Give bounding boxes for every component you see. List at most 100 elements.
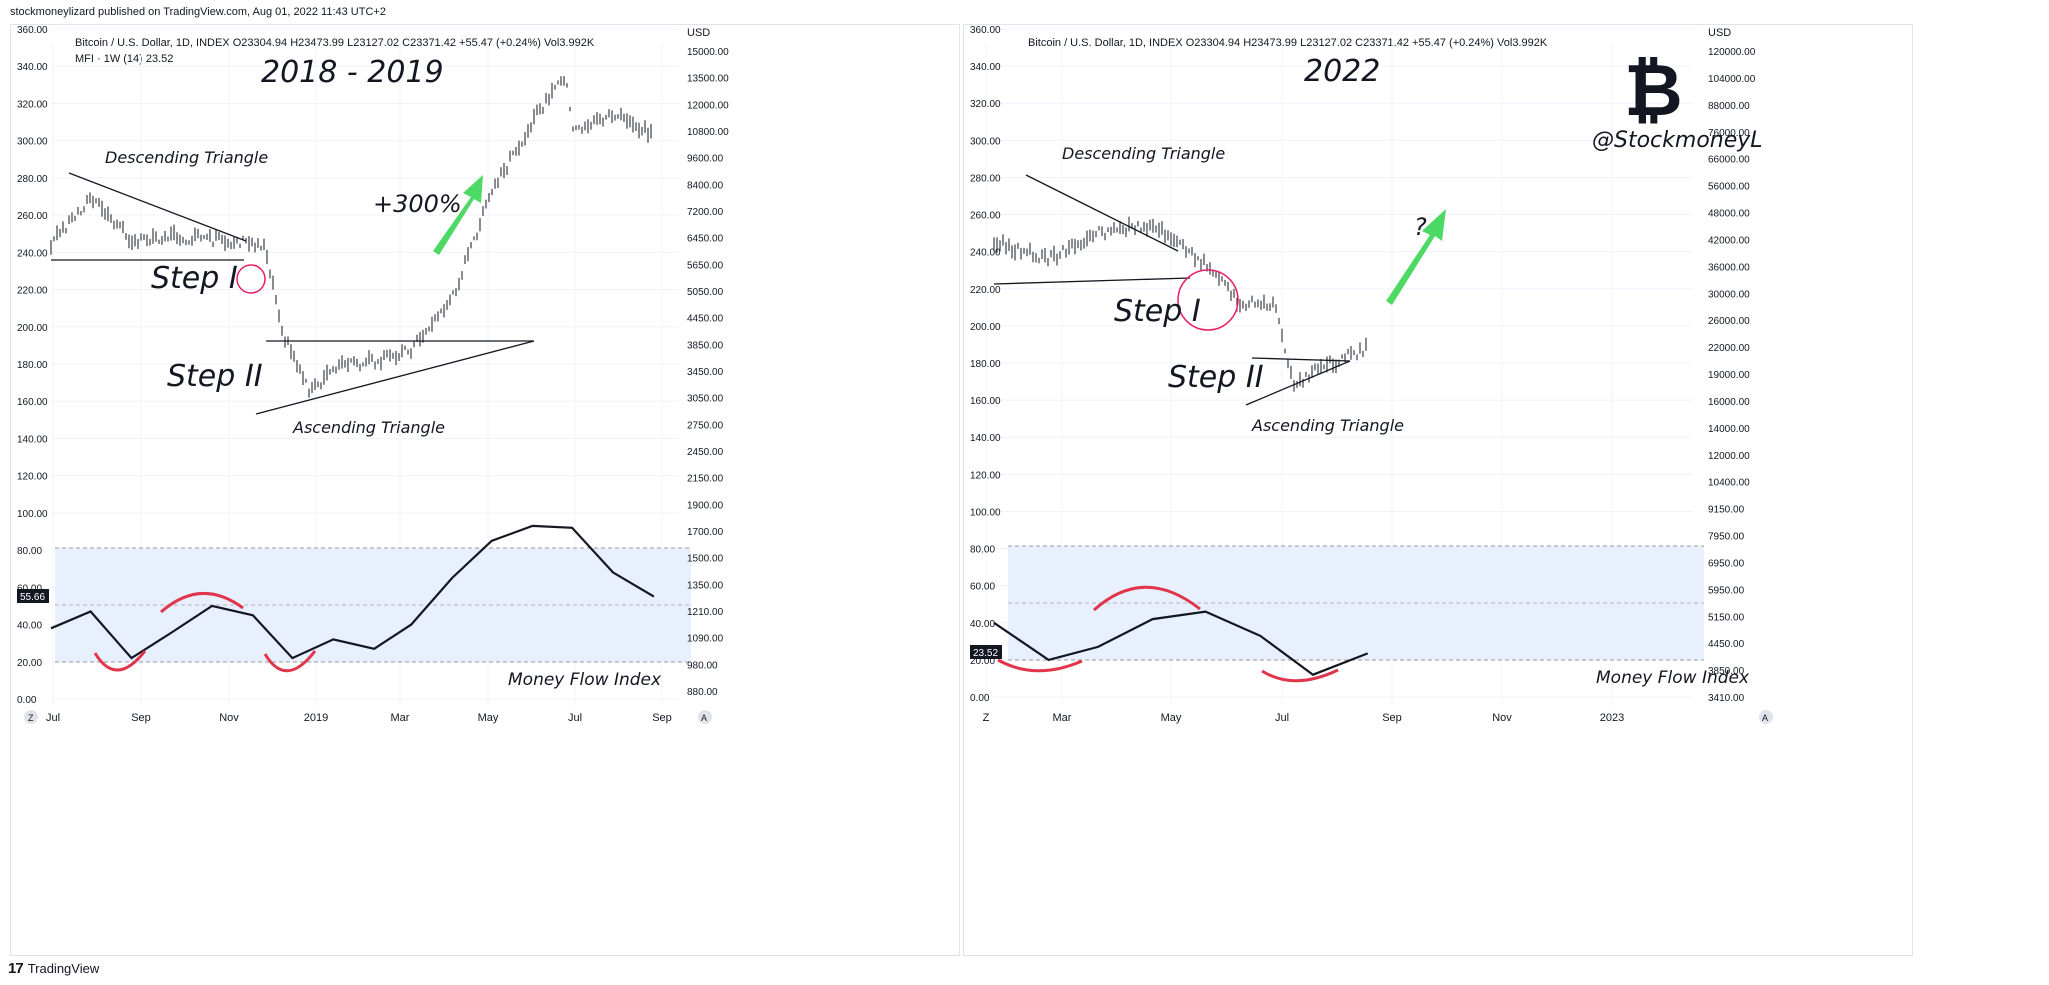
left-axis-tick: 280.00 [17, 174, 48, 185]
mfi-arc-3 [263, 650, 317, 673]
svg-text:A: A [701, 713, 707, 723]
left-axis-tick: 160.00 [17, 397, 48, 408]
descending-triangle-label: Descending Triangle [1062, 144, 1225, 163]
right-axis-tick: 3050.00 [687, 394, 724, 405]
right-axis-tick: 66000.00 [1708, 155, 1750, 166]
mfi-label: Money Flow Index [1596, 668, 1750, 688]
step-1-label: Step I [1114, 294, 1201, 329]
right-axis-tick: 16000.00 [1708, 397, 1750, 408]
right-axis-tick: 30000.00 [1708, 289, 1750, 300]
right-axis-tick: 5950.00 [1708, 585, 1745, 596]
right-axis-tick: 1500.00 [687, 554, 724, 565]
left-axis-tick: 220.00 [17, 286, 48, 297]
right-axis-tick: 1090.00 [687, 634, 724, 645]
right-axis-tick: 88000.00 [1708, 101, 1750, 112]
mfi-arc-3 [1261, 668, 1339, 683]
time-axis: Jul Sep Nov 2019 Mar May Jul Sep [46, 712, 672, 724]
left-axis-tick: 80.00 [970, 545, 995, 556]
mfi-value-badge [970, 645, 1002, 659]
right-axis-tick: 1350.00 [687, 580, 724, 591]
ohlc-line: Bitcoin / U.S. Dollar, 1D, INDEX O23304.… [1028, 37, 1548, 49]
footer-brand[interactable]: TradingView [27, 961, 100, 976]
right-axis-tick: 48000.00 [1708, 209, 1750, 220]
left-axis-tick: 140.00 [17, 434, 48, 445]
ohlc-line: Bitcoin / U.S. Dollar, 1D, INDEX O23304.… [75, 37, 595, 49]
time-axis-tick: 2023 [1600, 712, 1624, 724]
currency-label: USD [687, 27, 710, 39]
right-axis-tick: 5050.00 [687, 287, 724, 298]
time-axis-tick: May [478, 712, 499, 724]
descending-support-line [993, 277, 1191, 285]
right-axis-tick: 104000.00 [1708, 74, 1756, 85]
price-candles [993, 216, 1367, 392]
left-axis-tick: 200.00 [970, 322, 1001, 333]
right-axis-tick: 880.00 [687, 687, 718, 698]
question-mark-label: ? [1414, 213, 1427, 241]
handle-label: @StockmoneyL [1592, 128, 1763, 153]
right-axis-tick: 10800.00 [687, 127, 729, 138]
left-axis-tick: 280.00 [970, 173, 1001, 184]
left-axis-tick: 0.00 [17, 695, 37, 706]
ascending-resistance-line [1251, 357, 1351, 362]
right-axis-tick: 7950.00 [1708, 532, 1745, 543]
mfi-value-badge [17, 589, 49, 603]
price-candles [50, 75, 652, 398]
time-axis-tick: Nov [1492, 712, 1512, 724]
svg-text:Z: Z [28, 713, 34, 723]
descending-triangle-label: Descending Triangle [105, 148, 268, 167]
left-axis-tick: 0.00 [970, 693, 990, 704]
right-axis-tick: 7200.00 [687, 207, 724, 218]
right-axis-tick: 3410.00 [1708, 693, 1745, 704]
right-axis-tick: 76000.00 [1708, 128, 1750, 139]
right-axis-tick: 6950.00 [1708, 558, 1745, 569]
left-axis-tick: 80.00 [17, 546, 42, 557]
mfi-line [993, 610, 1369, 676]
symbol-info: Bitcoin / U.S. Dollar, 1D, INDEX O23304.… [1028, 35, 1547, 51]
left-axis-tick: 300.00 [17, 137, 48, 148]
left-axis-tick: 340.00 [17, 62, 48, 73]
right-axis-tick: 3450.00 [687, 367, 724, 378]
step-2-label: Step II [167, 359, 263, 394]
right-axis-tick: 1900.00 [687, 500, 724, 511]
right-axis-tick: 12000.00 [687, 100, 729, 111]
right-axis-tick: 9150.00 [1708, 505, 1745, 516]
left-axis-tick: 360.00 [17, 25, 48, 36]
left-axis-tick: 260.00 [970, 211, 1001, 222]
currency-label: USD [1708, 27, 1731, 39]
right-axis-tick: 19000.00 [1708, 370, 1750, 381]
left-axis: 360.00 340.00 320.00 300.00 280.00 260.00 240.… [17, 25, 48, 706]
right-axis-tick: 5650.00 [687, 260, 724, 271]
time-axis-tick: May [1161, 712, 1182, 724]
auto-scale-button[interactable] [698, 710, 712, 724]
svg-text:A: A [1762, 713, 1768, 723]
mfi-arc-2 [1092, 585, 1201, 612]
chart-panel-2022[interactable]: Bitcoin / U.S. Dollar, 1D, INDEX O23304.… [963, 24, 1913, 956]
mfi-arc-1 [997, 658, 1083, 673]
chart-panel-2018-2019[interactable]: Bitcoin / U.S. Dollar, 1D, INDEX O23304.… [10, 24, 960, 956]
right-axis-tick: 980.00 [687, 660, 718, 671]
left-axis-tick: 120.00 [970, 470, 1001, 481]
auto-scale-button[interactable] [1759, 710, 1773, 724]
left-axis-tick: 180.00 [17, 360, 48, 371]
time-axis-tick: 2019 [304, 712, 328, 724]
mfi-arc-2 [160, 592, 244, 614]
ascending-triangle-label: Ascending Triangle [1251, 416, 1404, 435]
right-axis-tick: 3850.00 [1708, 666, 1745, 677]
left-axis-tick: 200.00 [17, 323, 48, 334]
right-axis-tick: 4450.00 [687, 314, 724, 325]
right-axis-tick: 1210.00 [687, 607, 724, 618]
step-2-label: Step II [1168, 360, 1264, 395]
right-axis-tick: 56000.00 [1708, 182, 1750, 193]
left-axis-tick: 100.00 [970, 507, 1001, 518]
left-axis-tick: 360.00 [970, 25, 1001, 36]
svg-text:₿: ₿ [1624, 48, 1683, 132]
left-axis-tick: 140.00 [970, 433, 1001, 444]
right-axis-tick: 22000.00 [1708, 343, 1750, 354]
time-axis-tick: Mar [1053, 712, 1072, 724]
time-axis-tick: Mar [391, 712, 410, 724]
gain-label: +300% [373, 190, 462, 218]
mfi-value-badge-text: 55.66 [20, 592, 45, 603]
zoom-button[interactable] [24, 710, 38, 724]
left-axis-tick: 240.00 [17, 248, 48, 259]
breakdown-circle [236, 264, 266, 294]
